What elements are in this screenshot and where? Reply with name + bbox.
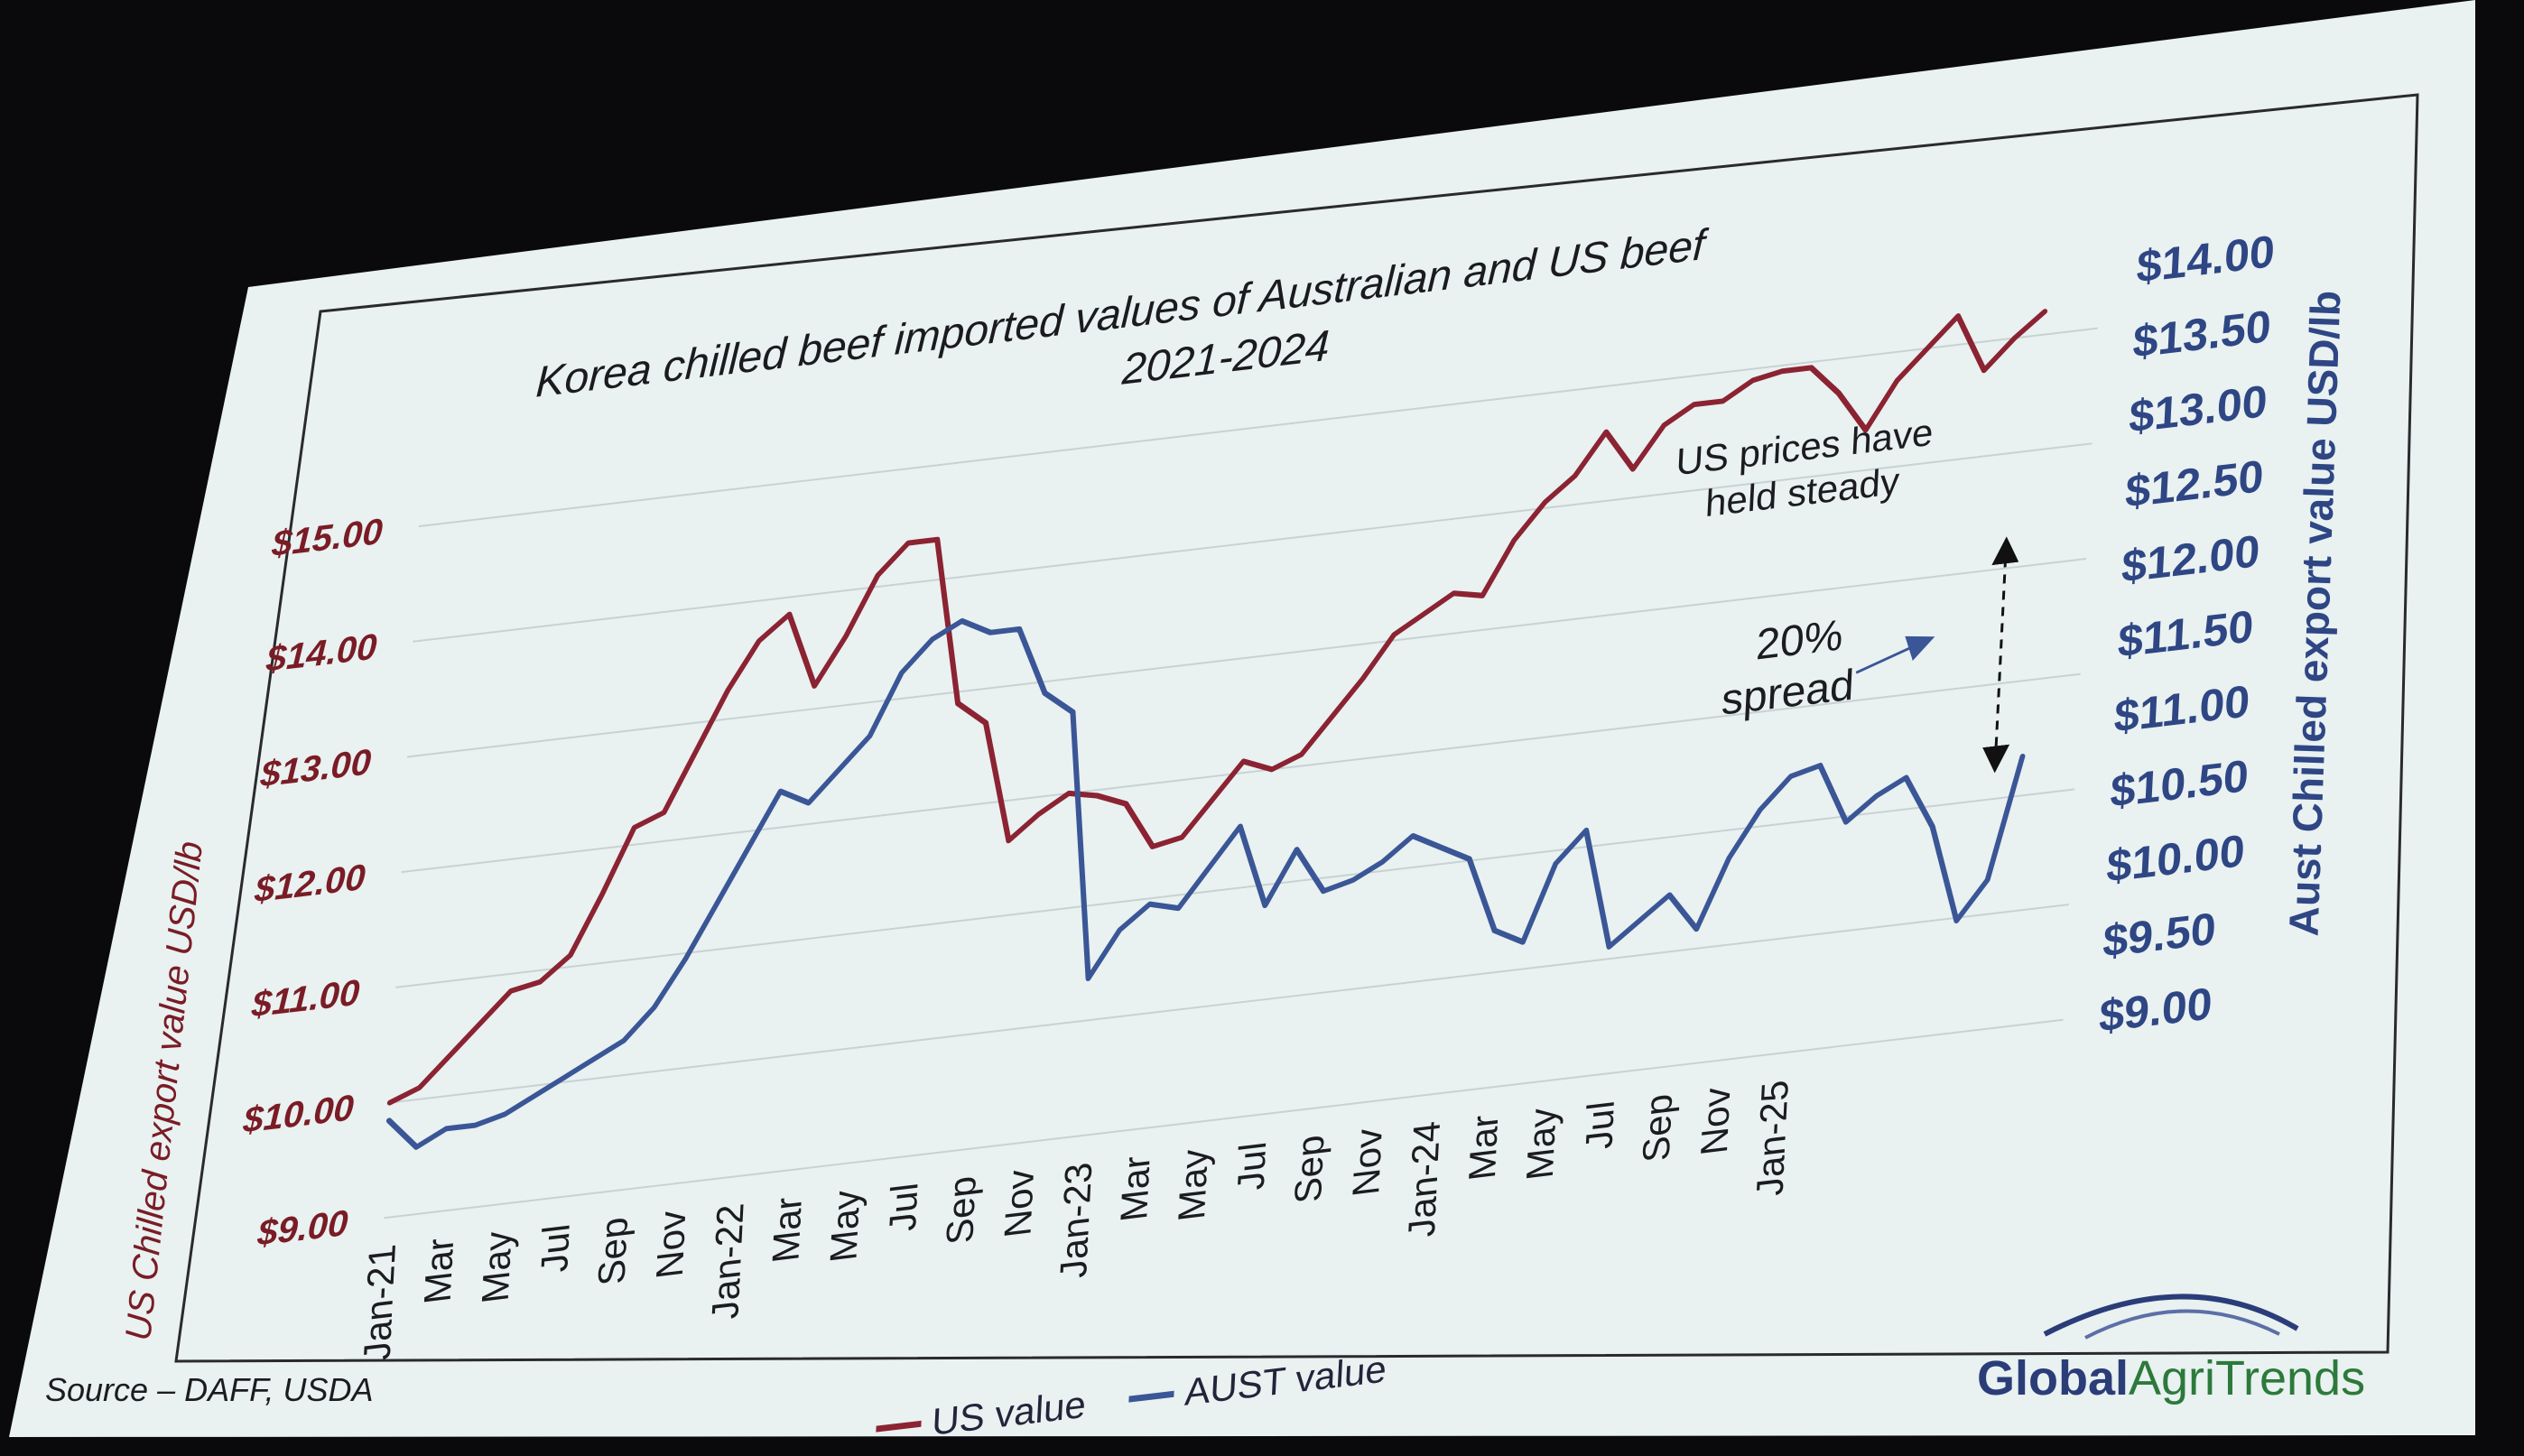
x-tick-label: Nov [1344, 1127, 1390, 1199]
global-agritrends-logo: Global AgriTrends [1977, 1294, 2365, 1405]
gridlines [384, 327, 2098, 1220]
gridline [418, 327, 2098, 528]
legend-aust-swatch [1128, 1390, 1174, 1403]
gridline [401, 672, 2081, 874]
x-tick-label: Jul [881, 1181, 925, 1234]
x-tick-label: Jul [1230, 1140, 1274, 1193]
x-tick-label: Nov [1693, 1085, 1739, 1157]
logo-swoosh [2043, 1294, 2299, 1337]
us-value-line [386, 309, 2048, 1106]
source-note: Source – DAFF, USDA [45, 1371, 373, 1408]
x-tick-label: May [1518, 1106, 1564, 1182]
x-tick-label: May [821, 1188, 868, 1265]
legend-us-swatch [876, 1420, 922, 1433]
x-tick-label: Sep [938, 1174, 984, 1247]
x-tick-label: Mar [765, 1194, 810, 1265]
x-tick-label: Mar [416, 1236, 461, 1306]
x-tick-label: Nov [648, 1209, 694, 1281]
logo-text-global: Global [1977, 1351, 2129, 1405]
x-tick-label: Jul [533, 1222, 577, 1275]
annotation-spread-1: 20% [1755, 610, 1844, 669]
logo-text-agritrends: AgriTrends [2129, 1351, 2365, 1405]
series-lines [385, 309, 2048, 1150]
x-tick-label: Sep [1286, 1133, 1332, 1205]
gridline [406, 558, 2087, 758]
x-tick-label: Jan-22 [703, 1201, 751, 1322]
logo-swoosh-inner [2084, 1309, 2280, 1340]
x-tick-label: Jan-21 [356, 1243, 404, 1364]
gridline [389, 904, 2069, 1104]
x-tick-label: Jul [1577, 1099, 1621, 1152]
x-tick-label: Nov [997, 1167, 1043, 1239]
x-tick-label: May [1170, 1146, 1216, 1223]
gridline [395, 788, 2075, 988]
x-tick-label: Mar [1112, 1154, 1157, 1224]
spread-pointer-arrow [1855, 635, 1935, 674]
aust-value-line [385, 617, 2026, 1150]
x-tick-label: Mar [1461, 1112, 1506, 1182]
right-y-axis-ticks: $9.00$9.50$10.00$10.50$11.00$11.50$12.00… [2098, 226, 2276, 1042]
x-tick-label: Sep [590, 1215, 636, 1287]
plot-frame [174, 93, 2419, 1363]
gridline [384, 1018, 2064, 1220]
x-axis-ticks: Jan-21 Mar May Jul Sep Nov Jan-22 Mar May Jul Sep N… [356, 1078, 1796, 1363]
x-tick-label: Sep [1635, 1092, 1681, 1164]
gridline [413, 442, 2093, 643]
x-tick-label: Jan-24 [1400, 1119, 1448, 1240]
x-tick-label: Jan-25 [1749, 1078, 1796, 1199]
x-tick-label: May [474, 1229, 520, 1305]
slide-background [9, 0, 2475, 1437]
spread-dashed-arrow [1982, 536, 2019, 774]
x-tick-label: Jan-23 [1052, 1161, 1100, 1282]
